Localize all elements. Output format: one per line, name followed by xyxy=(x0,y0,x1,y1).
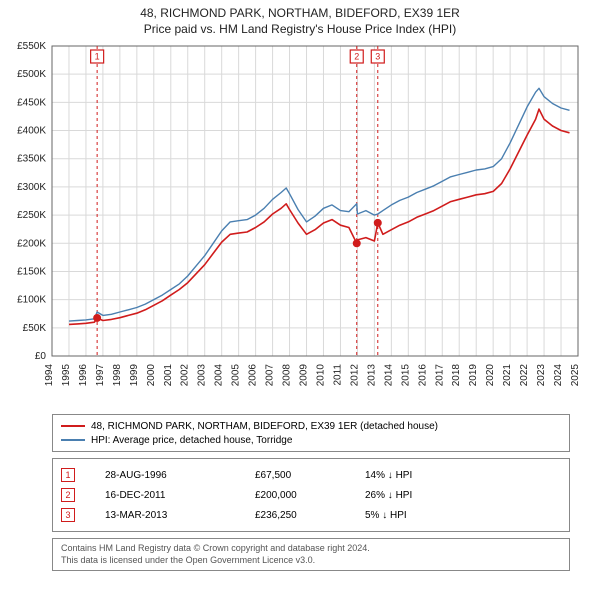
svg-text:1996: 1996 xyxy=(78,364,89,387)
svg-text:2019: 2019 xyxy=(468,364,479,387)
svg-text:£300K: £300K xyxy=(17,182,46,193)
svg-text:£400K: £400K xyxy=(17,126,46,137)
event-price: £236,250 xyxy=(255,510,335,521)
titles: 48, RICHMOND PARK, NORTHAM, BIDEFORD, EX… xyxy=(0,0,600,38)
svg-text:£50K: £50K xyxy=(23,323,47,334)
svg-text:1998: 1998 xyxy=(112,364,123,387)
footer: Contains HM Land Registry data © Crown c… xyxy=(52,538,570,571)
event-row: 1 28-AUG-1996 £67,500 14% ↓ HPI xyxy=(61,465,561,485)
svg-text:2001: 2001 xyxy=(163,364,174,387)
event-delta: 26% ↓ HPI xyxy=(365,490,445,501)
svg-text:£100K: £100K xyxy=(17,295,46,306)
svg-text:2014: 2014 xyxy=(383,364,394,387)
svg-text:2025: 2025 xyxy=(570,364,581,387)
legend-row: 48, RICHMOND PARK, NORTHAM, BIDEFORD, EX… xyxy=(61,419,561,433)
svg-text:1995: 1995 xyxy=(61,364,72,387)
svg-text:2011: 2011 xyxy=(332,364,343,386)
svg-text:2016: 2016 xyxy=(417,364,428,387)
svg-text:£250K: £250K xyxy=(17,210,46,221)
event-date: 13-MAR-2013 xyxy=(105,510,225,521)
svg-text:£200K: £200K xyxy=(17,238,46,249)
svg-text:£350K: £350K xyxy=(17,154,46,165)
event-number-box: 2 xyxy=(61,488,75,502)
svg-text:2018: 2018 xyxy=(451,364,462,387)
legend: 48, RICHMOND PARK, NORTHAM, BIDEFORD, EX… xyxy=(52,414,570,452)
event-date: 28-AUG-1996 xyxy=(105,470,225,481)
svg-text:2023: 2023 xyxy=(536,364,547,387)
legend-swatch xyxy=(61,425,85,427)
chart-container: 48, RICHMOND PARK, NORTHAM, BIDEFORD, EX… xyxy=(0,0,600,571)
svg-text:2013: 2013 xyxy=(366,364,377,387)
footer-line1: Contains HM Land Registry data © Crown c… xyxy=(61,543,561,555)
chart-svg: £0 £50K £100K £150K £200K £250K £300K £350K £400… xyxy=(0,38,600,408)
svg-text:£150K: £150K xyxy=(17,266,46,277)
legend-label: 48, RICHMOND PARK, NORTHAM, BIDEFORD, EX… xyxy=(91,421,438,432)
chart-title: 48, RICHMOND PARK, NORTHAM, BIDEFORD, EX… xyxy=(0,6,600,20)
chart-subtitle: Price paid vs. HM Land Registry's House … xyxy=(0,22,600,36)
svg-text:£450K: £450K xyxy=(17,97,46,108)
svg-text:£500K: £500K xyxy=(17,69,46,80)
svg-text:3: 3 xyxy=(375,52,380,62)
event-row: 2 16-DEC-2011 £200,000 26% ↓ HPI xyxy=(61,485,561,505)
event-number-box: 3 xyxy=(61,508,75,522)
svg-text:1: 1 xyxy=(95,52,100,62)
svg-text:2000: 2000 xyxy=(146,364,157,387)
legend-swatch xyxy=(61,439,85,441)
svg-text:2010: 2010 xyxy=(315,364,326,387)
event-delta: 14% ↓ HPI xyxy=(365,470,445,481)
svg-text:2024: 2024 xyxy=(553,364,564,387)
svg-text:2: 2 xyxy=(354,52,359,62)
svg-text:2006: 2006 xyxy=(248,364,259,387)
svg-text:2009: 2009 xyxy=(299,364,310,387)
svg-text:2020: 2020 xyxy=(485,364,496,387)
footer-line2: This data is licensed under the Open Gov… xyxy=(61,555,561,567)
svg-text:£0: £0 xyxy=(35,351,47,362)
plot-area: £0 £50K £100K £150K £200K £250K £300K £350K £400… xyxy=(0,38,600,408)
svg-text:2003: 2003 xyxy=(197,364,208,387)
svg-text:2017: 2017 xyxy=(434,364,445,387)
svg-text:£550K: £550K xyxy=(17,41,46,52)
svg-text:2008: 2008 xyxy=(282,364,293,387)
event-date: 16-DEC-2011 xyxy=(105,490,225,501)
svg-text:1994: 1994 xyxy=(44,364,55,387)
svg-text:2015: 2015 xyxy=(400,364,411,387)
svg-text:2012: 2012 xyxy=(349,364,360,387)
svg-text:2002: 2002 xyxy=(180,364,191,387)
svg-text:2004: 2004 xyxy=(214,364,225,387)
legend-label: HPI: Average price, detached house, Torr… xyxy=(91,435,292,446)
svg-text:2005: 2005 xyxy=(231,364,242,387)
event-row: 3 13-MAR-2013 £236,250 5% ↓ HPI xyxy=(61,505,561,525)
svg-text:1999: 1999 xyxy=(129,364,140,387)
event-number-box: 1 xyxy=(61,468,75,482)
svg-text:2021: 2021 xyxy=(502,364,513,387)
svg-text:2007: 2007 xyxy=(265,364,276,387)
event-price: £67,500 xyxy=(255,470,335,481)
svg-text:1997: 1997 xyxy=(95,364,106,387)
svg-text:2022: 2022 xyxy=(519,364,530,387)
event-price: £200,000 xyxy=(255,490,335,501)
event-delta: 5% ↓ HPI xyxy=(365,510,445,521)
events-table: 1 28-AUG-1996 £67,500 14% ↓ HPI 2 16-DEC-2011… xyxy=(52,458,570,532)
legend-row: HPI: Average price, detached house, Torr… xyxy=(61,433,561,447)
